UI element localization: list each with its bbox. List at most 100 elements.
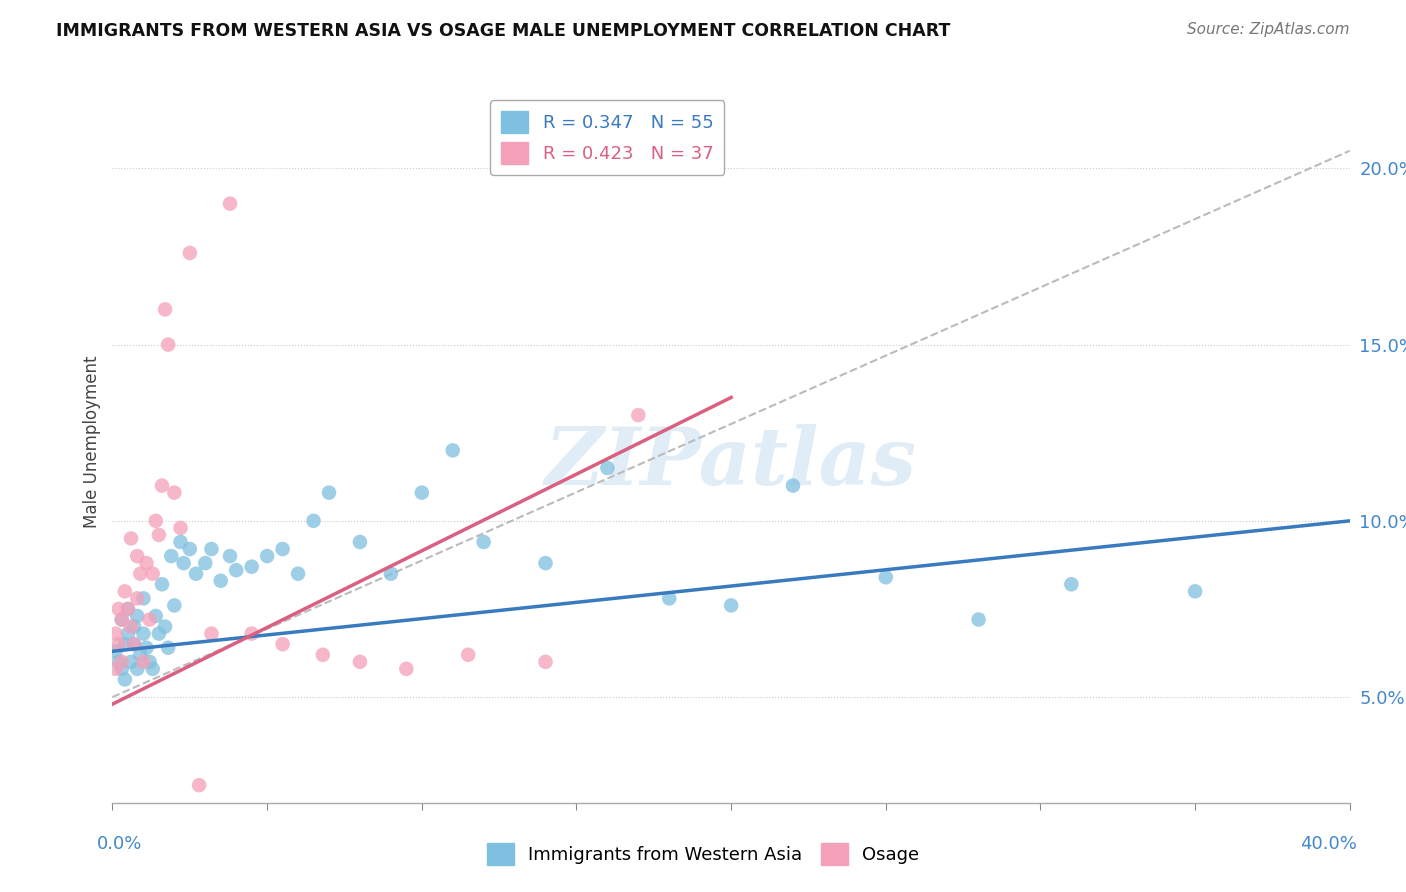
Point xyxy=(411,485,433,500)
Legend: R = 0.347   N = 55, R = 0.423   N = 37: R = 0.347 N = 55, R = 0.423 N = 37 xyxy=(491,100,724,175)
Point xyxy=(117,626,139,640)
Point xyxy=(441,443,464,458)
Point xyxy=(534,556,557,570)
Point xyxy=(349,655,371,669)
Point xyxy=(271,542,294,557)
Point xyxy=(153,302,176,317)
Point xyxy=(312,648,335,662)
Point xyxy=(122,637,145,651)
Point xyxy=(120,532,142,546)
Point xyxy=(157,337,180,351)
Point xyxy=(596,461,619,475)
Point xyxy=(104,644,127,658)
Point xyxy=(114,584,136,599)
Point xyxy=(107,655,129,669)
Point xyxy=(104,662,127,676)
Point xyxy=(132,655,155,669)
Text: Source: ZipAtlas.com: Source: ZipAtlas.com xyxy=(1187,22,1350,37)
Point xyxy=(472,535,495,549)
Point xyxy=(120,619,142,633)
Point xyxy=(720,599,742,613)
Point xyxy=(135,556,157,570)
Point xyxy=(122,637,145,651)
Point xyxy=(395,662,418,676)
Point xyxy=(157,640,180,655)
Point xyxy=(188,778,211,792)
Point xyxy=(138,655,160,669)
Point xyxy=(179,542,201,557)
Point xyxy=(219,196,242,211)
Point xyxy=(534,655,557,669)
Point xyxy=(200,542,222,557)
Point xyxy=(163,599,186,613)
Point xyxy=(302,514,325,528)
Point xyxy=(127,591,149,606)
Text: 40.0%: 40.0% xyxy=(1301,835,1357,853)
Point xyxy=(150,478,173,492)
Point xyxy=(122,619,145,633)
Point xyxy=(875,570,897,584)
Point xyxy=(117,602,139,616)
Y-axis label: Male Unemployment: Male Unemployment xyxy=(83,355,101,528)
Point xyxy=(145,609,167,624)
Point xyxy=(200,626,222,640)
Point xyxy=(129,648,152,662)
Point xyxy=(107,602,129,616)
Point xyxy=(127,609,149,624)
Point xyxy=(132,626,155,640)
Point xyxy=(148,626,170,640)
Point xyxy=(1184,584,1206,599)
Point xyxy=(1060,577,1083,591)
Point xyxy=(148,528,170,542)
Point xyxy=(114,673,136,687)
Point xyxy=(179,246,201,260)
Point xyxy=(349,535,371,549)
Point xyxy=(142,662,165,676)
Legend: Immigrants from Western Asia, Osage: Immigrants from Western Asia, Osage xyxy=(479,836,927,872)
Point xyxy=(240,559,263,574)
Point xyxy=(111,613,134,627)
Point xyxy=(111,655,134,669)
Point xyxy=(173,556,195,570)
Point xyxy=(967,613,990,627)
Point xyxy=(160,549,183,563)
Text: ZIPatlas: ZIPatlas xyxy=(546,425,917,502)
Point xyxy=(129,566,152,581)
Point xyxy=(240,626,263,640)
Point xyxy=(627,408,650,422)
Point xyxy=(256,549,278,563)
Text: IMMIGRANTS FROM WESTERN ASIA VS OSAGE MALE UNEMPLOYMENT CORRELATION CHART: IMMIGRANTS FROM WESTERN ASIA VS OSAGE MA… xyxy=(56,22,950,40)
Point xyxy=(194,556,217,570)
Point xyxy=(127,662,149,676)
Point xyxy=(114,637,136,651)
Point xyxy=(132,591,155,606)
Point xyxy=(287,566,309,581)
Point xyxy=(127,549,149,563)
Point xyxy=(135,640,157,655)
Point xyxy=(271,637,294,651)
Text: 0.0%: 0.0% xyxy=(97,835,142,853)
Point xyxy=(318,485,340,500)
Point xyxy=(219,549,242,563)
Point xyxy=(169,521,191,535)
Point xyxy=(111,613,134,627)
Point xyxy=(150,577,173,591)
Point xyxy=(111,662,134,676)
Point xyxy=(120,655,142,669)
Point xyxy=(209,574,232,588)
Point xyxy=(138,613,160,627)
Point xyxy=(457,648,479,662)
Point xyxy=(153,619,176,633)
Point xyxy=(163,485,186,500)
Point xyxy=(117,602,139,616)
Point xyxy=(225,563,247,577)
Point xyxy=(145,514,167,528)
Point xyxy=(184,566,207,581)
Point xyxy=(104,626,127,640)
Point xyxy=(380,566,402,581)
Point xyxy=(142,566,165,581)
Point xyxy=(658,591,681,606)
Point xyxy=(107,637,129,651)
Point xyxy=(782,478,804,492)
Point xyxy=(169,535,191,549)
